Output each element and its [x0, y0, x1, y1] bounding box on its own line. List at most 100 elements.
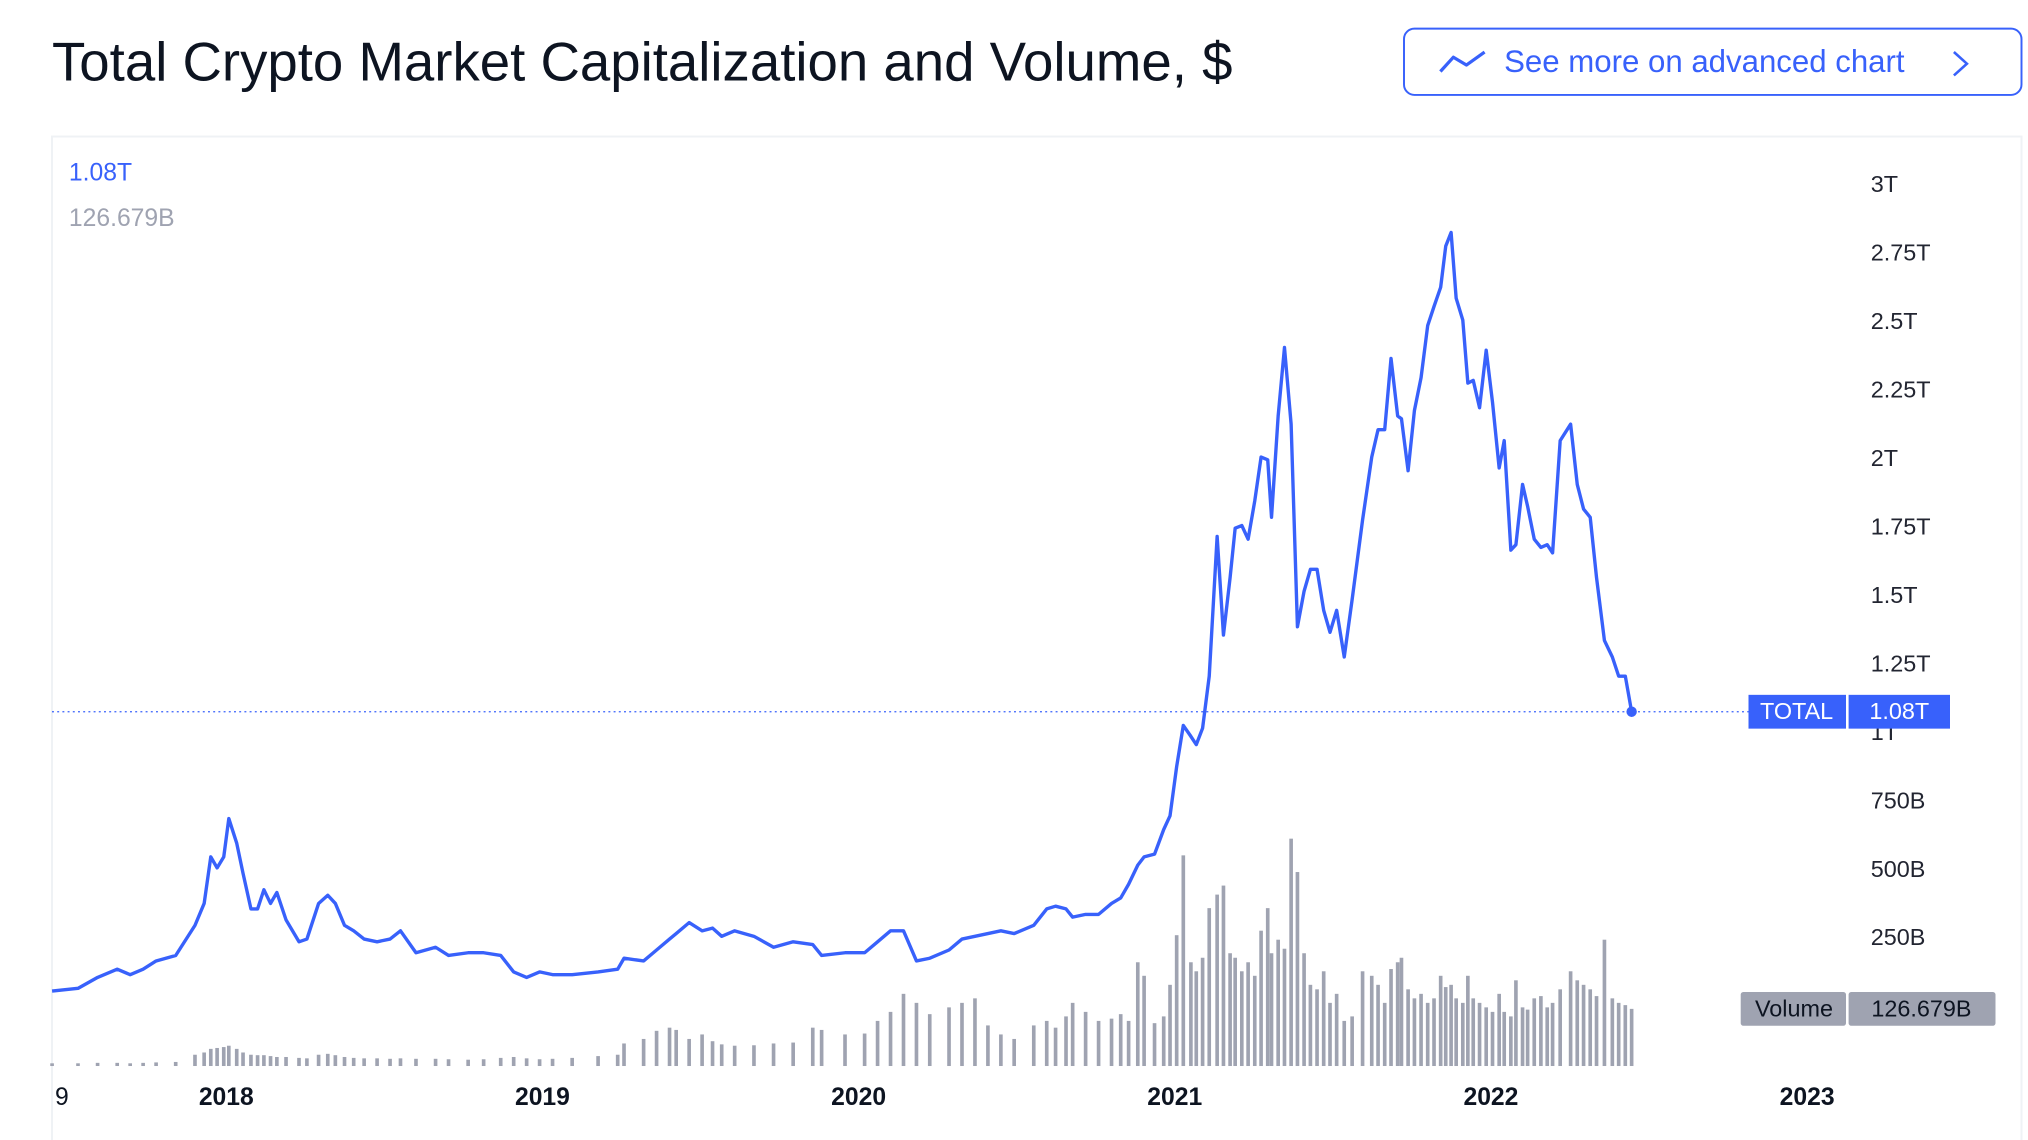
- volume-bar: [202, 1052, 206, 1067]
- volume-bar: [511, 1056, 516, 1067]
- volume-bar: [819, 1029, 824, 1067]
- volume-bar: [1412, 998, 1417, 1067]
- volume-bar: [550, 1058, 555, 1067]
- volume-bar: [1321, 971, 1326, 1067]
- volume-bar: [1454, 998, 1458, 1067]
- volume-bar: [810, 1027, 815, 1067]
- volume-bar: [1514, 980, 1518, 1067]
- volume-bar: [141, 1062, 145, 1067]
- volume-bar: [622, 1043, 626, 1067]
- button-frame[interactable]: [1403, 27, 2023, 96]
- volume-bar: [1581, 984, 1586, 1067]
- volume-bar: [1443, 987, 1448, 1067]
- volume-bar: [481, 1059, 486, 1067]
- volume-bar: [1623, 1005, 1628, 1067]
- volume-bar: [1228, 953, 1232, 1067]
- legend-total-value: 1.08T: [69, 160, 132, 187]
- volume-bar: [1012, 1038, 1016, 1067]
- volume-badge-value-text: 126.679B: [1871, 995, 1971, 1021]
- volume-bar: [316, 1054, 321, 1067]
- volume-bar: [284, 1056, 288, 1067]
- volume-bar: [875, 1020, 880, 1067]
- volume-bar: [700, 1034, 704, 1067]
- volume-bar: [1395, 962, 1400, 1067]
- button-chevron: [1953, 51, 1969, 77]
- volume-bar: [1490, 1011, 1495, 1067]
- y-tick-label: 1.5T: [1871, 582, 1918, 608]
- volume-bar: [1070, 1002, 1075, 1067]
- volume-bar: [362, 1058, 366, 1067]
- volume-bar: [50, 1063, 54, 1067]
- volume-bar: [752, 1045, 756, 1067]
- volume-bar: [173, 1061, 178, 1067]
- y-tick-label: 3T: [1871, 171, 1898, 197]
- x-tick-label: 2019: [515, 1084, 570, 1111]
- volume-bar: [1425, 1002, 1430, 1067]
- volume-bar: [791, 1042, 795, 1067]
- total-badge-value: [1848, 694, 1950, 729]
- volume-bar: [1568, 971, 1573, 1067]
- volume-bar: [654, 1030, 659, 1067]
- advanced-chart-button[interactable]: See more on advanced chart: [1403, 27, 2023, 96]
- volume-bar: [1083, 1011, 1088, 1067]
- y-tick-label: 2T: [1871, 445, 1898, 471]
- y-tick-label: 2.75T: [1871, 240, 1931, 266]
- volume-bar: [927, 1014, 932, 1067]
- y-tick-label: 500B: [1871, 856, 1926, 882]
- volume-bar: [333, 1055, 338, 1067]
- volume-bar: [1438, 975, 1443, 1067]
- volume-bar: [275, 1056, 279, 1067]
- x-tick-label: 2020: [831, 1084, 886, 1111]
- volume-bar: [193, 1054, 197, 1067]
- volume-bar: [1295, 872, 1300, 1067]
- volume-bar: [862, 1033, 867, 1067]
- volume-bar: [1382, 1002, 1387, 1067]
- volume-bar: [674, 1029, 679, 1067]
- plot-area: 250B500B750B1T1.25T1.5T1.75T2T2.25T2.5T2…: [50, 160, 1996, 1111]
- volume-bar: [241, 1052, 245, 1067]
- volume-bar: [234, 1048, 239, 1067]
- volume-bar: [667, 1027, 672, 1067]
- volume-bar: [1152, 1023, 1157, 1067]
- volume-bar: [914, 1002, 919, 1067]
- volume-bar: [208, 1048, 213, 1067]
- volume-bar: [1276, 939, 1280, 1067]
- volume-bar: [771, 1043, 776, 1067]
- y-tick-label: 2.5T: [1871, 308, 1918, 334]
- volume-bar: [297, 1057, 301, 1067]
- volume-bar: [1031, 1025, 1036, 1067]
- volume-bar: [1602, 939, 1607, 1067]
- volume-bar: [1406, 989, 1410, 1067]
- volume-bar: [1233, 957, 1237, 1067]
- volume-bar: [1360, 971, 1365, 1067]
- volume-bar: [1142, 975, 1146, 1067]
- y-tick-label: 2.25T: [1871, 377, 1931, 403]
- volume-bar: [226, 1045, 231, 1067]
- volume-bar: [1376, 984, 1380, 1067]
- volume-bar: [498, 1057, 503, 1067]
- volume-bar: [641, 1038, 646, 1067]
- button-label[interactable]: See more on advanced chart: [1504, 44, 1905, 79]
- volume-bar: [719, 1044, 724, 1067]
- volume-bar: [1350, 1016, 1354, 1067]
- volume-bar: [154, 1062, 158, 1067]
- volume-bar: [732, 1045, 737, 1067]
- volume-bar: [1118, 1014, 1123, 1067]
- volume-bar: [262, 1055, 266, 1067]
- x-tick-label: 2018: [199, 1084, 254, 1111]
- volume-badge-value: [1848, 991, 1996, 1026]
- volume-bar: [570, 1057, 574, 1067]
- volume-bar: [901, 993, 906, 1067]
- volume-bar: [524, 1058, 529, 1067]
- volume-bar: [115, 1062, 120, 1067]
- volume-bar: [1575, 980, 1580, 1067]
- y-tick-label: 1.25T: [1871, 650, 1931, 676]
- volume-bar: [351, 1057, 356, 1067]
- market-cap-line: [51, 230, 1634, 993]
- chart-title: Total Crypto Market Capitalization and V…: [52, 32, 1232, 93]
- volume-bar: [1189, 962, 1193, 1067]
- volume-bar: [1484, 1007, 1489, 1067]
- volume-bar: [1477, 1002, 1482, 1067]
- volume-bar: [1525, 1009, 1530, 1067]
